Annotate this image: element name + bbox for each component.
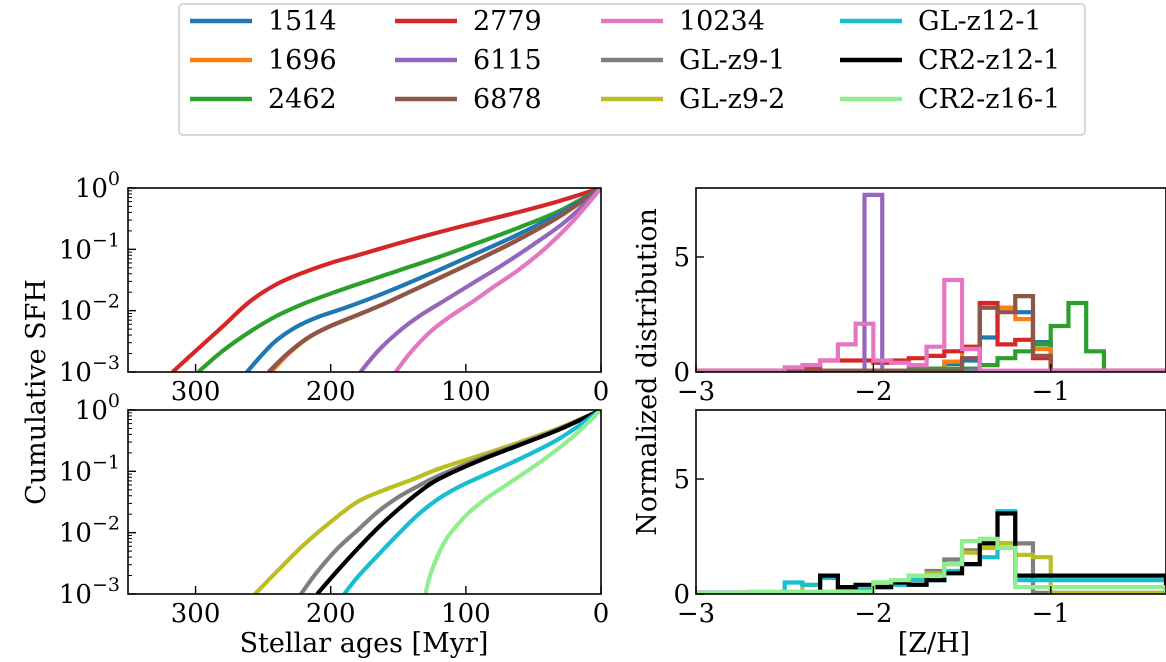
legend: 1514 1696 2462 2779 6115 6878 10234 GL-z9-1 GL-z… — [178, 3, 1086, 136]
legend-items: 1514 1696 2462 2779 6115 6878 10234 GL-z9-1 GL-z… — [190, 6, 1060, 115]
met-bottom-panel: −3 −2 −1 0 5 — [673, 409, 1166, 629]
series-6115 — [358, 188, 601, 372]
met-bottom-axes-frame — [695, 409, 1166, 595]
x-tick-label: 0 — [593, 377, 610, 407]
y-tick-label: 10−3 — [59, 352, 120, 388]
series-CR2-z12-1 — [315, 410, 601, 594]
series-2779 — [171, 188, 601, 372]
x-tick-label: −3 — [677, 377, 715, 407]
sfh-y-axis-label: Cumulative SFH — [21, 279, 52, 505]
series-6878 — [267, 188, 601, 372]
met-y-axis-label: Normalized distribution — [632, 208, 663, 536]
met-bottom-plot-area — [696, 509, 1166, 594]
met-top-panel: −3 −2 −1 0 5 — [673, 187, 1166, 407]
x-tick-label: 300 — [171, 377, 221, 407]
series-10234 — [696, 277, 1166, 372]
sfh-bottom-axes-frame — [127, 409, 602, 595]
x-tick-label: 100 — [441, 377, 491, 407]
met-x-axis-label: [Z/H] — [898, 628, 970, 659]
y-tick-label: 0 — [673, 358, 690, 388]
legend-label: CR2-z16-1 — [918, 84, 1060, 115]
y-tick-label: 5 — [673, 243, 690, 273]
x-tick-label: 200 — [306, 377, 356, 407]
x-tick-label: 200 — [306, 599, 356, 629]
y-tick-label: 10−3 — [59, 574, 120, 610]
legend-label: 10234 — [679, 6, 765, 37]
x-tick-label: 0 — [593, 599, 610, 629]
series-1696 — [696, 305, 1166, 372]
legend-label: 1514 — [268, 6, 337, 37]
y-tick-label: 10−1 — [59, 451, 120, 487]
x-tick-label: −3 — [677, 599, 715, 629]
x-tick-label: −1 — [1032, 599, 1070, 629]
series-GL-z9-1 — [299, 410, 601, 594]
y-tick-label: 5 — [673, 465, 690, 495]
sfh-bottom-panel: 300 200 100 0 10−3 10−2 10−1 100 — [59, 390, 609, 629]
series-GL-z9-2 — [253, 410, 601, 594]
y-tick-label: 0 — [673, 580, 690, 610]
y-tick-label: 10−2 — [59, 291, 120, 327]
series-1514 — [696, 305, 1166, 372]
met-top-plot-area — [696, 192, 1166, 372]
sfh-top-plot-area — [171, 188, 601, 372]
series-CR2-z16-1 — [423, 410, 601, 594]
sfh-top-panel: 300 200 100 0 10−3 10−2 10−1 100 — [59, 168, 609, 407]
series-CR2-z16-1 — [696, 536, 1166, 594]
legend-label: GL-z12-1 — [918, 6, 1042, 37]
y-tick-label: 100 — [75, 390, 120, 426]
series-10234 — [393, 188, 601, 372]
y-tick-label: 100 — [75, 168, 120, 204]
series-2462 — [196, 188, 601, 372]
legend-label: 6115 — [473, 45, 542, 76]
sfh-x-axis-label: Stellar ages [Myr] — [240, 628, 489, 659]
legend-frame — [178, 3, 1086, 136]
x-tick-label: −2 — [854, 377, 892, 407]
series-2462 — [696, 300, 1166, 372]
legend-label: 1696 — [268, 45, 337, 76]
series-6878 — [696, 294, 1166, 372]
legend-label: CR2-z12-1 — [918, 45, 1060, 76]
series-1514 — [245, 188, 601, 372]
series-2779 — [696, 300, 1166, 372]
legend-label: GL-z9-2 — [679, 84, 785, 115]
series-CR2-z12-1 — [696, 511, 1166, 594]
legend-label: 2462 — [268, 84, 337, 115]
sfh-top-axes-frame — [127, 187, 602, 373]
legend-label: 6878 — [473, 84, 542, 115]
series-GL-z12-1 — [342, 410, 601, 594]
legend-label: GL-z9-1 — [679, 45, 785, 76]
y-tick-label: 10−1 — [59, 229, 120, 265]
x-tick-label: −1 — [1032, 377, 1070, 407]
x-tick-label: −2 — [854, 599, 892, 629]
legend-label: 2779 — [473, 6, 542, 37]
y-tick-label: 10−2 — [59, 513, 120, 549]
x-tick-label: 100 — [441, 599, 491, 629]
x-tick-label: 300 — [171, 599, 221, 629]
sfh-bottom-plot-area — [253, 410, 601, 594]
met-top-axes-frame — [695, 187, 1166, 373]
